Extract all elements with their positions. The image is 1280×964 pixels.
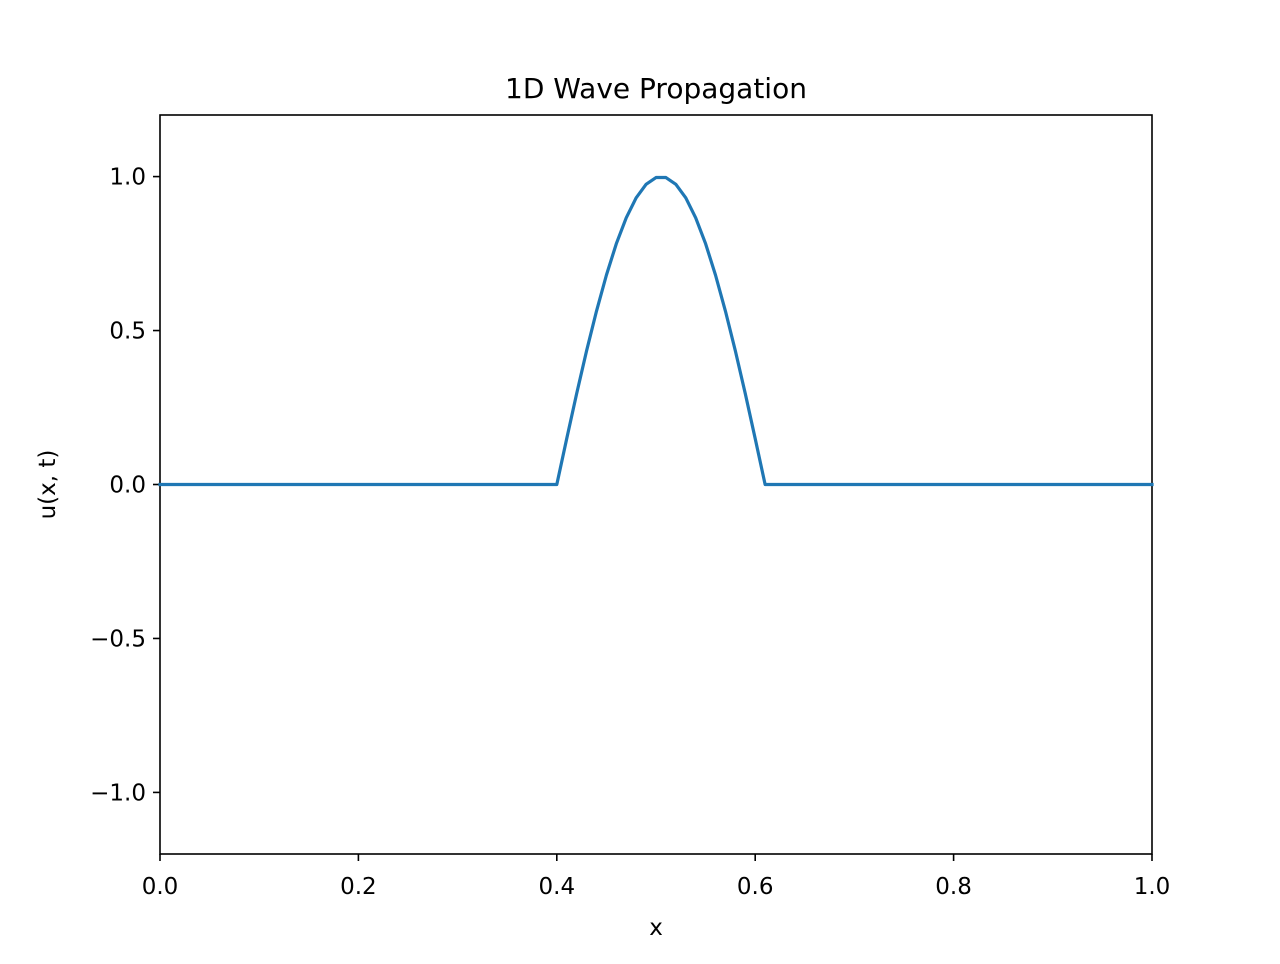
x-tick-label: 0.6 [737,874,774,900]
y-tick-label: 1.0 [109,165,146,191]
y-axis-label: u(x, t) [35,450,61,520]
x-axis-ticks: 0.0 0.2 0.4 0.6 0.8 1.0 [142,854,1171,900]
x-tick-label: 0.4 [539,874,576,900]
y-axis-ticks: −1.0 −0.5 0.0 0.5 1.0 [90,165,160,806]
x-tick-label: 0.2 [340,874,377,900]
y-tick-label: 0.0 [109,473,146,499]
series-line-0 [158,175,1154,487]
series-layer [158,175,1154,487]
chart-title: 1D Wave Propagation [505,72,807,105]
x-tick-label: 1.0 [1134,874,1171,900]
x-axis-label: x [649,915,663,941]
y-tick-label: −0.5 [90,626,146,652]
y-tick-label: −1.0 [90,780,146,806]
y-tick-label: 0.5 [109,319,146,345]
x-tick-label: 0.8 [935,874,972,900]
x-tick-label: 0.0 [142,874,179,900]
